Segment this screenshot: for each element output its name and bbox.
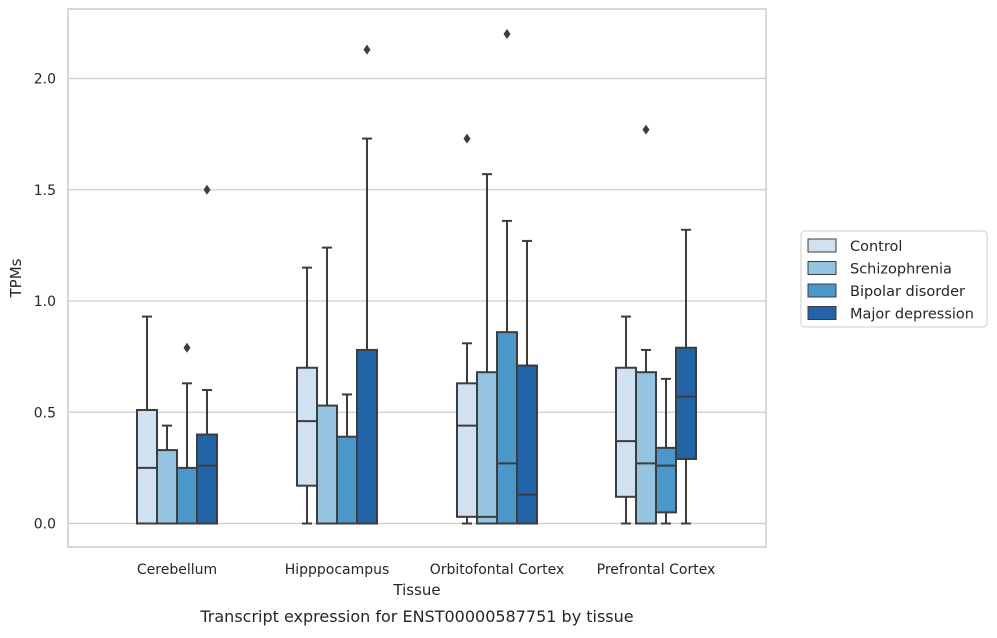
outlier-point [203, 184, 211, 195]
y-tick-label: 0.5 [34, 405, 56, 421]
box-body [196, 433, 218, 525]
y-tick-labels: 0.0 0.5 1.0 1.5 2.0 [34, 72, 56, 533]
y-tick-label: 1.5 [34, 183, 56, 199]
legend: Control Schizophrenia Bipolar disorder Majo… [800, 230, 988, 328]
y-tick-label: 0.0 [34, 517, 56, 533]
x-tick-label: Orbitofontal Cortex [430, 562, 565, 578]
plot-frame [67, 8, 767, 548]
box-body [336, 435, 358, 525]
box-schizophrenia [156, 424, 178, 525]
box-body [356, 348, 378, 525]
box-schizophrenia [635, 124, 657, 525]
x-tick-labels: Cerebellum Hipppocampus Orbitofontal Corte… [137, 562, 715, 578]
legend-swatch [807, 283, 837, 298]
x-tick-label: Prefrontal Cortex [597, 562, 716, 578]
box-body [176, 466, 198, 525]
legend-swatch [807, 306, 837, 320]
box-body [615, 366, 637, 498]
box-body [456, 382, 478, 518]
box-major-depression [675, 228, 697, 525]
box-body [316, 404, 338, 525]
outlier-point [642, 124, 650, 135]
box-body [675, 346, 697, 460]
box-control [456, 133, 478, 525]
box-bipolar-disorder [336, 393, 358, 525]
box-bipolar-disorder [496, 29, 518, 525]
y-tick-label: 1.0 [34, 294, 56, 310]
box-body [156, 449, 178, 525]
box-body [476, 371, 498, 525]
legend-swatch [807, 261, 837, 275]
box-bipolar-disorder [655, 377, 677, 525]
box-groups [136, 29, 697, 525]
legend-label: Bipolar disorder [850, 284, 965, 300]
box-body [136, 409, 158, 525]
outlier-point [363, 44, 371, 55]
box-major-depression [516, 239, 538, 525]
box-schizophrenia [476, 173, 498, 525]
box-body [516, 364, 538, 525]
box-major-depression [356, 44, 378, 525]
x-tick-label: Hipppocampus [285, 562, 390, 578]
box-control [296, 266, 318, 525]
y-tick-label: 2.0 [34, 72, 56, 88]
outlier-point [503, 29, 511, 39]
x-axis-label: Tissue [392, 581, 440, 599]
outlier-point [183, 342, 191, 353]
box-bipolar-disorder [176, 342, 198, 525]
box-control [615, 315, 637, 525]
legend-label: Major depression [850, 307, 974, 323]
y-axis-label: TPMs [7, 258, 25, 298]
box-body [655, 446, 677, 514]
box-body [496, 331, 518, 525]
box-schizophrenia [316, 246, 338, 525]
outlier-point [463, 133, 471, 144]
chart-caption: Transcript expression for ENST0000058775… [199, 607, 633, 626]
legend-label: Control [850, 239, 902, 255]
x-tick-label: Cerebellum [137, 562, 217, 578]
box-major-depression [196, 184, 218, 525]
legend-box [800, 230, 988, 328]
box-body [635, 371, 657, 525]
box-body [296, 366, 318, 487]
legend-swatch [807, 238, 837, 253]
legend-label: Schizophrenia [850, 262, 952, 278]
box-control [136, 315, 158, 525]
